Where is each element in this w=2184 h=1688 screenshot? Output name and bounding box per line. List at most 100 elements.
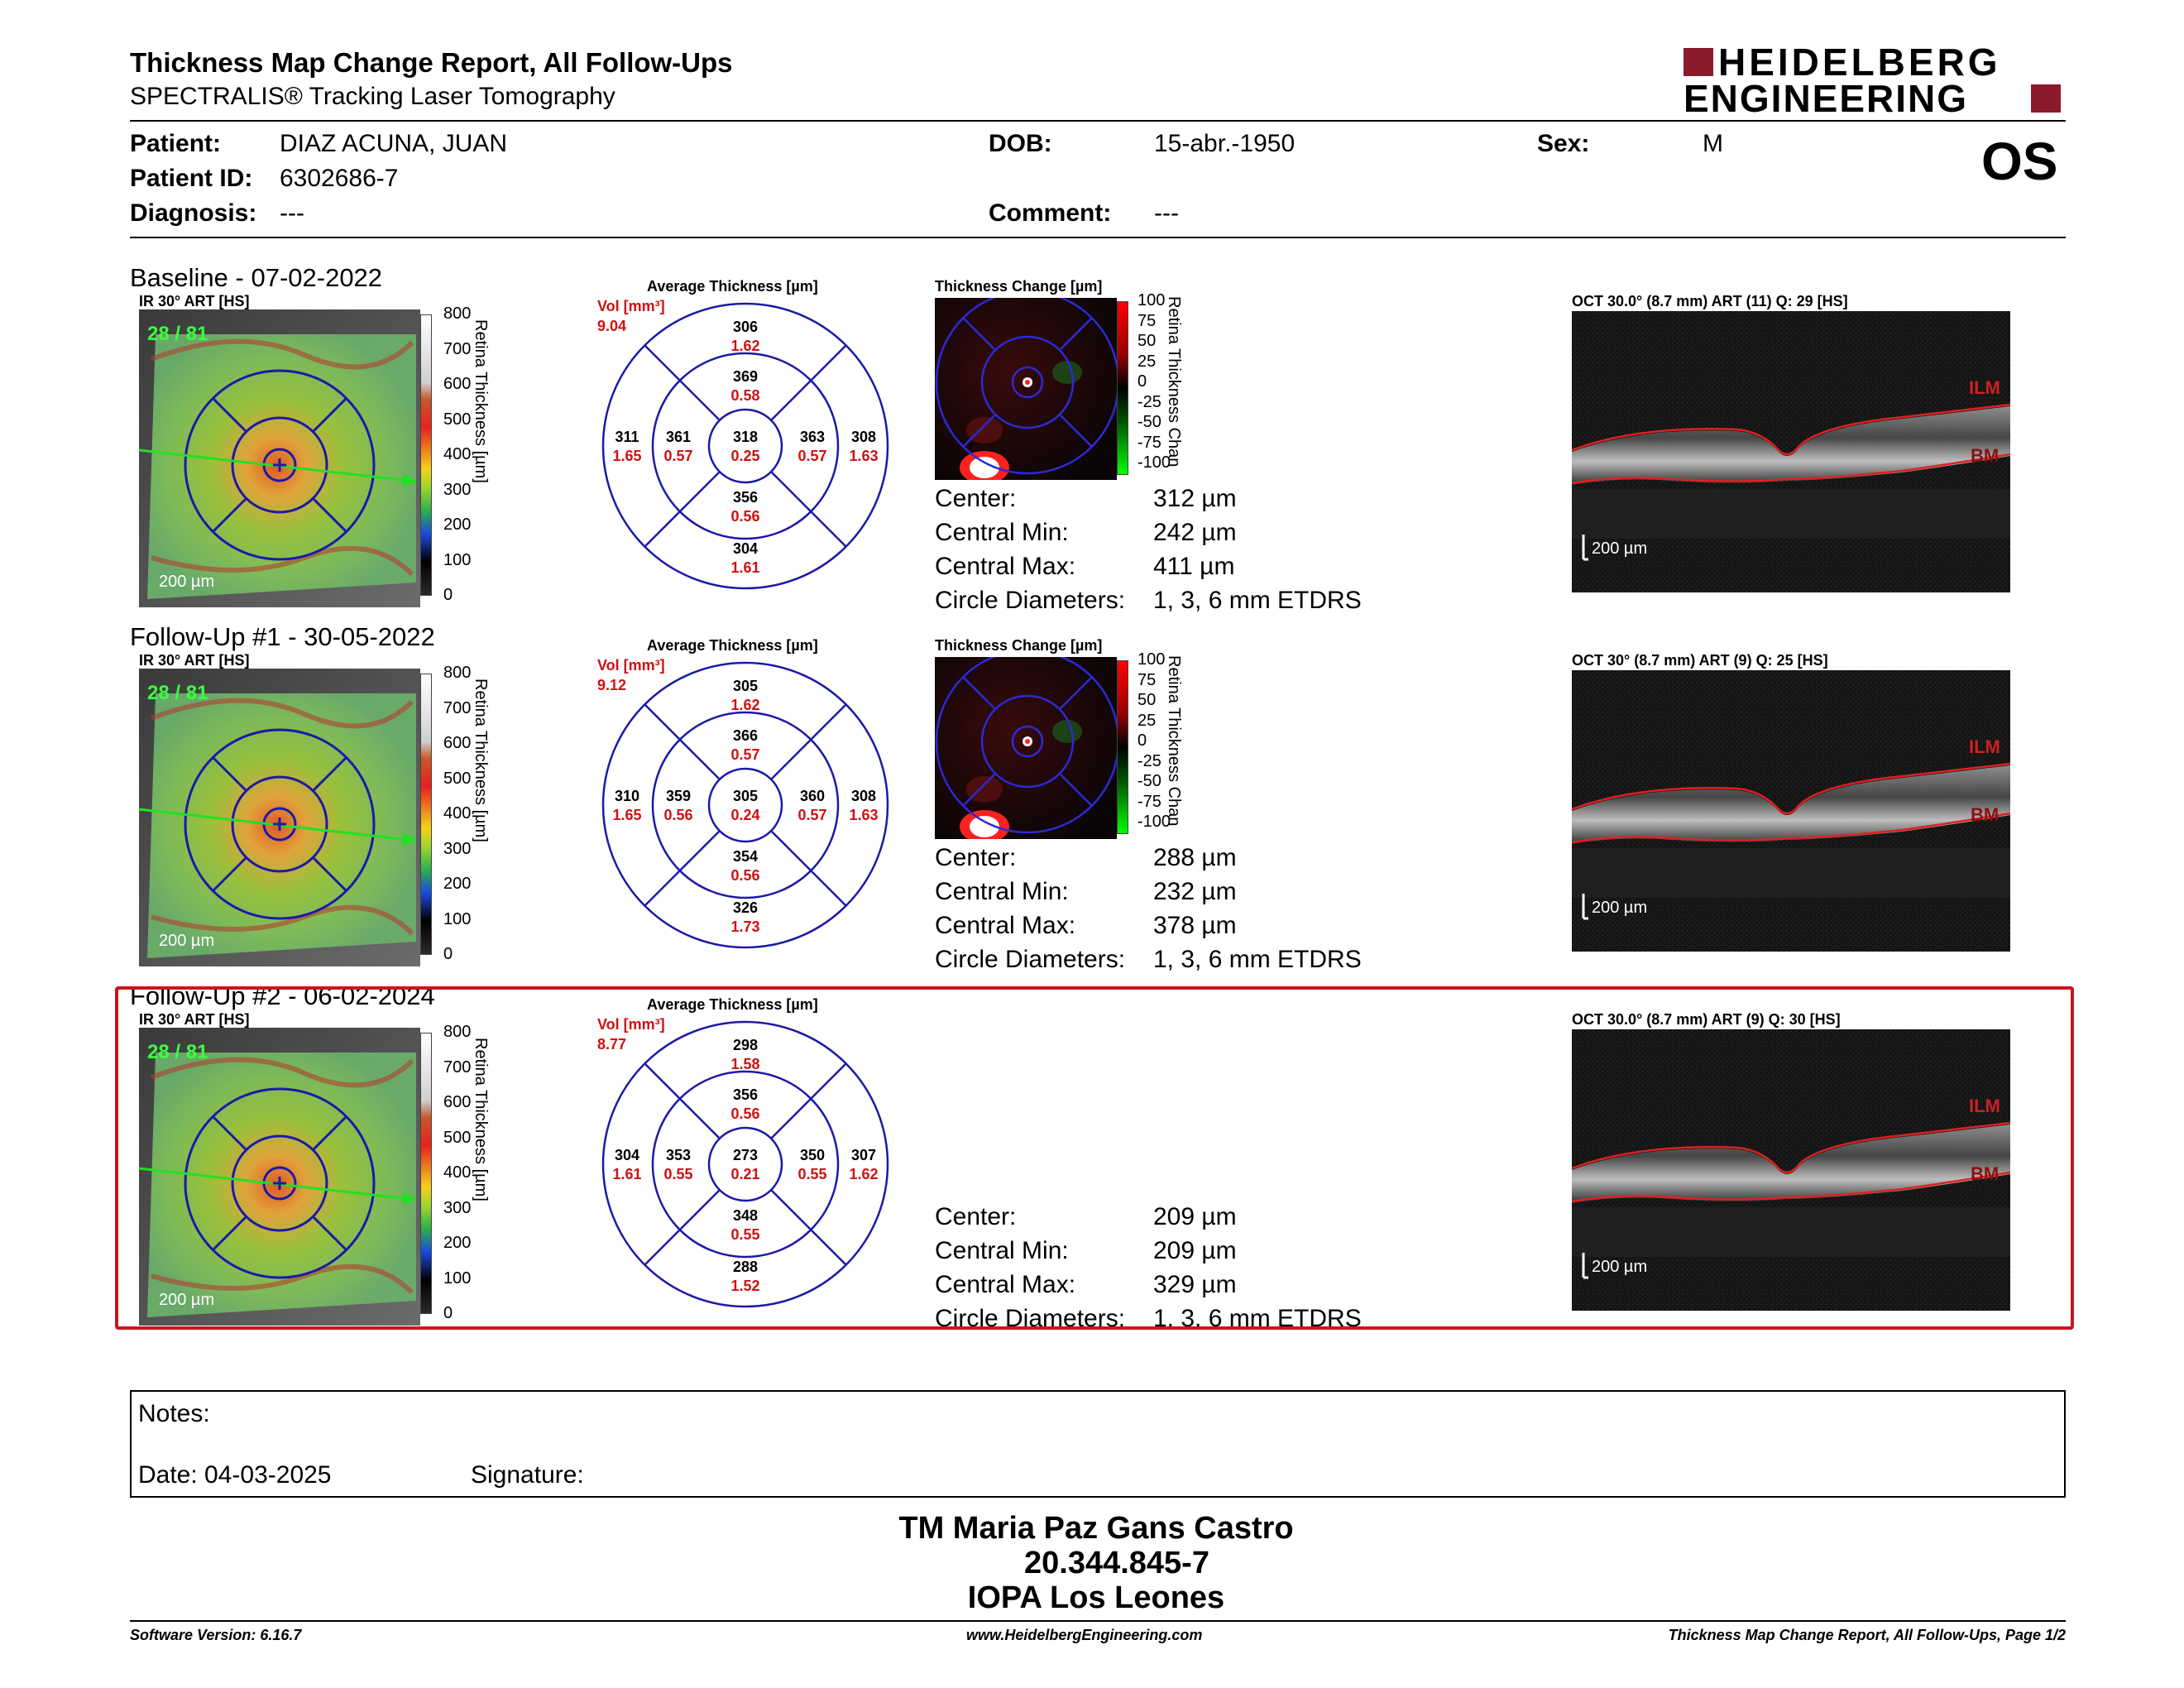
website-link[interactable]: www.HeidelbergEngineering.com: [966, 1627, 1203, 1643]
sector-volume: 0.25: [730, 448, 760, 464]
scale-labels: 800 700 600 500 400 300 200 100 0: [443, 1023, 493, 1322]
exam-title: Follow-Up #1 - 30-05-2022: [130, 622, 435, 651]
scale-tick-label: 300: [443, 480, 472, 499]
sector-volume: 0.24: [730, 807, 760, 823]
scale-tick-label: 500: [443, 769, 472, 788]
sector-thickness: 308: [850, 788, 877, 804]
stat-center-label: Center:: [935, 844, 1017, 871]
thickness-change-map: [935, 298, 1117, 480]
ir-fundus-image: 28 / 81 200 µm: [139, 309, 420, 607]
sector-thickness: 366: [732, 727, 759, 744]
sector-outer-sup: 305 1.62: [730, 677, 759, 715]
scale-tick-label: 0: [443, 586, 453, 604]
quality-indicator: 28 / 81: [147, 323, 208, 345]
change-tick-label: 100: [1138, 650, 1166, 669]
diagnosis-label: Diagnosis:: [130, 199, 257, 227]
thickness-change-title: Thickness Change [µm]: [935, 637, 1103, 654]
exam-title: Follow-Up #2 - 06-02-2024: [130, 981, 435, 1010]
sector-volume: 1.73: [730, 918, 760, 935]
dob-value: 15-abr.-1950: [1154, 130, 1296, 157]
scale-tick-label: 400: [443, 445, 472, 463]
sector-outer-tmp: 311 1.65: [612, 428, 641, 466]
date-label: Date: 04-03-2025: [138, 1461, 332, 1489]
sector-volume: 1.62: [730, 338, 760, 354]
ir-scalebar: 200 µm: [159, 932, 215, 950]
heidelberg-logo: HEIDELBERG ENGINEERING: [1684, 43, 2064, 117]
logo-line-2: ENGINEERING: [1684, 77, 1969, 120]
bm-label: BM: [1971, 1163, 2000, 1184]
sector-inner-tmp: 353 0.55: [663, 1146, 692, 1184]
sector-thickness: 307: [850, 1147, 877, 1163]
sector-outer-inf: 304 1.61: [730, 539, 759, 578]
sector-outer-tmp: 310 1.65: [612, 787, 641, 825]
quality-indicator: 28 / 81: [147, 1041, 208, 1063]
sector-volume: 0.56: [730, 1105, 760, 1122]
stat-max-value: 411 µm: [1153, 553, 1235, 580]
scale-tick-label: 600: [443, 375, 472, 393]
bm-label: BM: [1971, 445, 2000, 466]
change-tick-label: -75: [1138, 433, 1161, 452]
vol-value: 8.77: [597, 1036, 627, 1053]
signature-label: Signature:: [471, 1461, 584, 1489]
sector-volume: 1.61: [612, 1166, 642, 1182]
ir-scalebar: 200 µm: [159, 573, 215, 591]
sector-volume: 1.62: [730, 697, 760, 713]
oct-svg: [1572, 670, 2010, 952]
scale-tick-label: 200: [443, 875, 472, 893]
change-tick-label: 0: [1138, 731, 1147, 750]
scale-tick-label: 800: [443, 664, 472, 682]
change-map-svg: [935, 298, 1117, 480]
sector-volume: 1.62: [849, 1166, 879, 1182]
thickness-change-map: [935, 657, 1117, 839]
sector-outer-tmp: 304 1.61: [612, 1146, 641, 1184]
change-tick-label: -50: [1138, 413, 1161, 431]
selected-exam-highlight: [115, 986, 2074, 1330]
sector-thickness: 361: [665, 429, 692, 445]
change-tick-label: 100: [1138, 291, 1166, 309]
ir-fundus-image: 28 / 81 200 µm: [139, 669, 420, 966]
sector-volume: 0.57: [663, 448, 693, 464]
stat-min-value: 232 µm: [1153, 878, 1237, 905]
sector-outer-nas: 308 1.63: [849, 428, 878, 466]
change-color-scale: [1117, 301, 1128, 475]
comment-label: Comment:: [989, 199, 1112, 227]
etdrs-svg: [601, 661, 889, 949]
stat-diam-label: Circle Diameters:: [935, 946, 1126, 973]
ir-scalebar: 200 µm: [159, 1291, 215, 1309]
sector-thickness: 305: [732, 788, 759, 804]
etdrs-grid: 298 1.58 356 0.56 304 1.61 353 0.55 273 0.21 …: [601, 1019, 890, 1309]
sector-volume: 0.56: [730, 867, 760, 884]
scale-tick-label: 300: [443, 1198, 472, 1217]
change-map-svg: [935, 657, 1117, 839]
sector-thickness: 348: [732, 1207, 759, 1224]
scale-tick-label: 200: [443, 516, 472, 534]
scale-tick-label: 100: [443, 550, 472, 569]
notes-box: Notes: Date: 04-03-2025 Signature:: [130, 1390, 2066, 1498]
stat-min-label: Central Min:: [935, 519, 1069, 546]
sector-outer-sup: 298 1.58: [730, 1036, 759, 1074]
eye-label: OS: [1981, 132, 2058, 191]
sector-outer-inf: 288 1.52: [730, 1258, 759, 1296]
sector-volume: 0.21: [730, 1166, 760, 1182]
vol-value: 9.04: [597, 318, 627, 334]
stat-diam-label: Circle Diameters:: [935, 1305, 1126, 1330]
scale-tick-label: 700: [443, 339, 472, 358]
vol-value: 9.12: [597, 677, 627, 693]
scale-tick-label: 100: [443, 909, 472, 928]
exam-row-1: Follow-Up #1 - 30-05-2022 IR 30° ART [HS…: [0, 622, 2184, 978]
sector-thickness: 305: [732, 678, 759, 694]
sector-inner-sup: 369 0.58: [730, 367, 759, 405]
avg-thickness-title: Average Thickness [µm]: [647, 996, 818, 1013]
sector-thickness: 308: [850, 429, 877, 445]
notes-label: Notes:: [138, 1400, 210, 1427]
sector-volume: 1.58: [730, 1056, 760, 1072]
sector-volume: 0.56: [663, 807, 693, 823]
logo-line-1: HEIDELBERG: [1718, 41, 2001, 84]
stat-max-label: Central Max:: [935, 912, 1076, 939]
etdrs-svg: [601, 1020, 889, 1308]
stat-center-label: Center:: [935, 1203, 1017, 1230]
fundus-svg: [139, 1028, 420, 1326]
sector-center: 273 0.21: [730, 1146, 759, 1184]
change-tick-label: 25: [1138, 352, 1157, 371]
ilm-label: ILM: [1969, 736, 2000, 757]
